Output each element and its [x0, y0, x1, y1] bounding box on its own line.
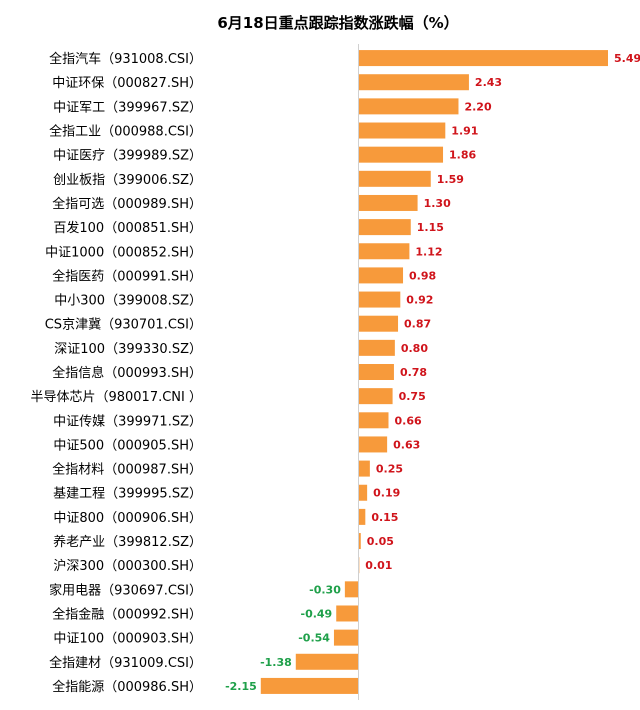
value-label: 0.05 — [367, 535, 394, 548]
value-label: 0.80 — [401, 342, 428, 355]
value-label: 5.49 — [614, 52, 640, 65]
category-label: 全指金融（000992.SH） — [52, 606, 202, 622]
bars — [260, 50, 608, 694]
value-label: 1.86 — [449, 149, 476, 162]
bar — [358, 243, 410, 260]
value-label: 0.25 — [376, 463, 403, 476]
value-label: 1.91 — [451, 125, 478, 138]
category-labels: 全指汽车（931008.CSI） 中证环保（000827.SH） 中证军工（3999… — [30, 51, 202, 695]
value-label: 2.43 — [475, 76, 502, 89]
bar — [358, 291, 401, 308]
category-label: 深证100（399330.SZ） — [54, 342, 202, 357]
category-label: 中证环保（000827.SH） — [52, 76, 202, 91]
category-label: 全指能源（000986.SH） — [52, 679, 202, 695]
bar — [344, 581, 359, 598]
bar — [295, 653, 359, 670]
value-label: 0.92 — [406, 294, 433, 307]
value-label: 0.98 — [409, 269, 436, 282]
bar — [358, 267, 404, 284]
value-label: 0.66 — [394, 414, 421, 427]
bar — [358, 412, 389, 429]
value-label: -0.49 — [301, 607, 333, 620]
category-label: 全指医药（000991.SH） — [52, 268, 202, 284]
value-labels: 5.49 2.43 2.20 1.91 1.86 1.59 1.30 1.15 1.12 0.98… — [225, 52, 640, 693]
value-label: 1.30 — [424, 197, 451, 210]
bar — [358, 170, 431, 187]
category-label: CS京津冀（930701.CSI） — [45, 317, 202, 333]
chart-title: 6月18日重点跟踪指数涨跌幅（%） — [217, 14, 458, 32]
value-label: 0.15 — [371, 511, 398, 524]
value-label: 0.63 — [393, 438, 420, 451]
category-label: 沪深300（000300.SH） — [53, 558, 202, 574]
category-label: 全指建材（931009.CSI） — [49, 655, 202, 671]
category-label: 半导体芯片（980017.CNI ） — [30, 390, 202, 405]
value-label: 0.78 — [400, 366, 427, 379]
value-label: 0.87 — [404, 318, 431, 331]
value-label: 2.20 — [464, 100, 491, 113]
category-label: 中证100（000903.SH） — [53, 632, 202, 647]
category-label: 中证800（000906.SH） — [53, 511, 202, 526]
category-label: 养老产业（399812.SZ） — [53, 534, 202, 550]
category-label: 中证500（000905.SH） — [53, 438, 202, 453]
bar — [358, 484, 368, 501]
bar — [358, 98, 459, 115]
category-label: 全指可选（000989.SH） — [52, 196, 202, 212]
bar — [358, 74, 469, 91]
bar — [358, 315, 399, 332]
category-label: 基建工程（399995.SZ） — [53, 487, 202, 502]
bar — [358, 339, 395, 356]
bar — [358, 194, 418, 211]
value-label: -1.38 — [260, 656, 292, 669]
category-label: 创业板指（399006.SZ） — [53, 173, 202, 188]
value-label: 1.12 — [415, 245, 442, 258]
category-label: 百发100（000851.SH） — [53, 220, 202, 236]
category-label: 全指信息（000993.SH） — [52, 365, 202, 381]
category-label: 中小300（399008.SZ） — [54, 294, 202, 309]
value-label: -0.54 — [298, 632, 330, 645]
bar — [358, 50, 608, 67]
bar — [358, 533, 361, 550]
bar — [333, 629, 359, 646]
value-label: -2.15 — [225, 680, 257, 693]
bar — [358, 508, 366, 525]
category-label: 家用电器（930697.CSI） — [49, 582, 202, 598]
value-label: 1.15 — [417, 221, 444, 234]
value-label: 0.75 — [399, 390, 426, 403]
bar — [358, 460, 370, 477]
bar — [336, 605, 359, 622]
bar — [358, 388, 393, 405]
category-label: 中证军工（399967.SZ） — [53, 100, 202, 115]
category-label: 全指工业（000988.CSI） — [49, 124, 202, 140]
bar — [260, 677, 359, 694]
value-label: 0.01 — [365, 559, 392, 572]
category-label: 中证医疗（399989.SZ） — [53, 149, 202, 164]
category-label: 全指材料（000987.SH） — [52, 462, 202, 478]
category-label: 中证传媒（399971.SZ） — [53, 414, 202, 429]
bar — [358, 364, 394, 380]
bar — [358, 219, 411, 236]
bar — [358, 146, 444, 163]
value-label: 0.19 — [373, 487, 400, 500]
category-label: 中证1000（000852.SH） — [45, 245, 202, 260]
value-label: -0.30 — [309, 583, 341, 596]
bar — [358, 122, 446, 139]
value-label: 1.59 — [437, 173, 464, 186]
category-label: 全指汽车（931008.CSI） — [49, 51, 202, 67]
bar — [358, 436, 388, 453]
